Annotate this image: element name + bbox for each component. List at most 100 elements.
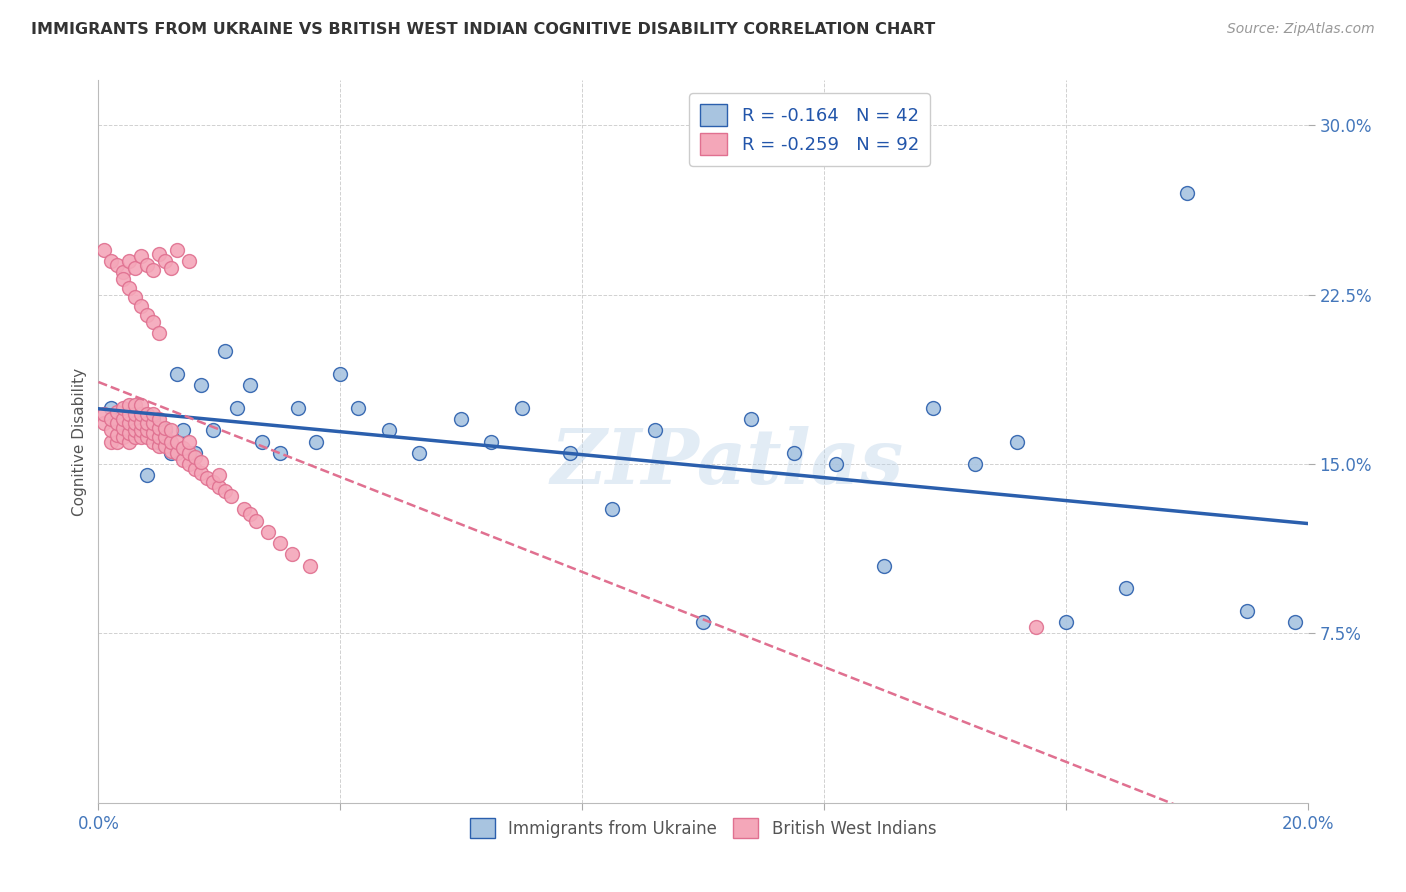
Point [740, 412, 762, 426]
Point [329, 367, 352, 381]
Point [214, 484, 236, 499]
Point [377, 423, 399, 437]
Point [214, 344, 236, 359]
Point [118, 408, 141, 422]
Point [124, 423, 146, 437]
Point [1284, 615, 1306, 630]
Point [105, 259, 128, 273]
Point [232, 502, 254, 516]
Point [644, 423, 666, 437]
Point [93, 408, 115, 422]
Point [166, 367, 188, 381]
Point [124, 430, 146, 444]
Point [135, 259, 157, 273]
Point [408, 446, 430, 460]
Point [100, 423, 122, 437]
Point [118, 281, 141, 295]
Point [129, 299, 152, 313]
Point [1236, 604, 1258, 618]
Point [172, 423, 194, 437]
Point [111, 265, 134, 279]
Point [118, 253, 141, 268]
Point [208, 480, 231, 494]
Point [135, 468, 157, 483]
Point [100, 412, 122, 426]
Point [250, 434, 273, 449]
Point [111, 421, 134, 435]
Point [118, 423, 141, 437]
Point [179, 253, 201, 268]
Point [281, 548, 304, 562]
Point [190, 455, 212, 469]
Point [148, 434, 170, 449]
Point [179, 457, 201, 471]
Point [450, 412, 472, 426]
Point [1024, 620, 1046, 634]
Point [129, 398, 152, 412]
Point [166, 434, 188, 449]
Point [202, 423, 225, 437]
Point [179, 446, 201, 460]
Point [142, 408, 165, 422]
Point [160, 446, 183, 460]
Point [135, 308, 157, 322]
Point [93, 417, 115, 431]
Point [135, 408, 157, 422]
Point [184, 450, 207, 465]
Point [245, 514, 267, 528]
Point [602, 502, 624, 516]
Point [129, 423, 152, 437]
Point [873, 558, 896, 573]
Point [105, 417, 128, 431]
Point [153, 421, 176, 435]
Point [111, 272, 134, 286]
Point [160, 260, 183, 275]
Point [118, 425, 141, 440]
Point [153, 430, 176, 444]
Point [221, 489, 243, 503]
Point [148, 421, 170, 435]
Point [1115, 582, 1137, 596]
Point [129, 417, 152, 431]
Point [783, 446, 806, 460]
Text: IMMIGRANTS FROM UKRAINE VS BRITISH WEST INDIAN COGNITIVE DISABILITY CORRELATION : IMMIGRANTS FROM UKRAINE VS BRITISH WEST … [31, 22, 935, 37]
Point [111, 412, 134, 426]
Point [692, 615, 714, 630]
Point [160, 423, 183, 437]
Point [299, 558, 322, 573]
Point [148, 326, 170, 340]
Point [135, 423, 157, 437]
Text: Source: ZipAtlas.com: Source: ZipAtlas.com [1227, 22, 1375, 37]
Point [129, 408, 152, 422]
Point [160, 443, 183, 458]
Point [118, 434, 141, 449]
Point [129, 249, 152, 263]
Point [179, 434, 201, 449]
Point [226, 401, 249, 415]
Point [142, 425, 165, 440]
Point [118, 417, 141, 431]
Point [1054, 615, 1077, 630]
Point [124, 290, 146, 304]
Point [105, 427, 128, 442]
Y-axis label: Cognitive Disability: Cognitive Disability [72, 368, 87, 516]
Point [208, 468, 231, 483]
Point [148, 412, 170, 426]
Point [153, 253, 176, 268]
Point [1007, 434, 1029, 449]
Point [111, 401, 134, 415]
Point [825, 457, 848, 471]
Point [148, 439, 170, 453]
Point [481, 434, 503, 449]
Point [124, 417, 146, 431]
Point [965, 457, 987, 471]
Point [921, 401, 943, 415]
Point [184, 461, 207, 475]
Point [190, 378, 212, 392]
Point [100, 401, 122, 415]
Point [129, 430, 152, 444]
Point [166, 446, 188, 460]
Point [172, 452, 194, 467]
Point [166, 243, 188, 257]
Point [558, 446, 581, 460]
